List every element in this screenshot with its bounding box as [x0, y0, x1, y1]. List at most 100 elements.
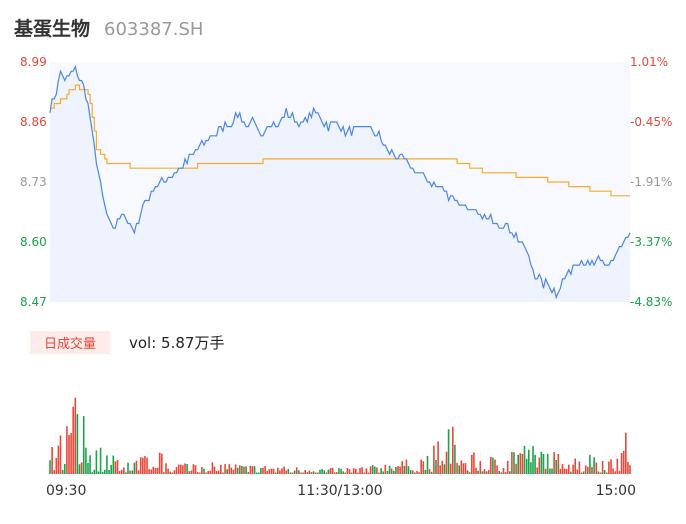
- volume-bar: [142, 457, 144, 474]
- volume-bar: [599, 472, 602, 474]
- volume-bar: [156, 467, 159, 474]
- volume-bar: [232, 469, 235, 474]
- volume-bar: [348, 469, 351, 474]
- volume-bar: [182, 465, 184, 474]
- volume-bar: [426, 455, 429, 474]
- volume-bar: [352, 468, 355, 474]
- price-tick-label: 8.99: [20, 55, 47, 69]
- volume-bar: [572, 464, 574, 474]
- volume-bar: [336, 472, 338, 474]
- volume-bar: [430, 471, 433, 474]
- volume-bar: [243, 466, 245, 474]
- volume-bar: [580, 472, 583, 474]
- volume-bar: [215, 471, 218, 474]
- volume-bar: [268, 469, 271, 474]
- volume-bar: [144, 456, 146, 474]
- volume-bar: [468, 472, 471, 474]
- volume-bar: [401, 461, 403, 474]
- stock-name: 基蛋生物: [14, 18, 91, 40]
- volume-bar: [308, 470, 311, 474]
- volume-bar: [57, 445, 60, 474]
- volume-bar: [287, 468, 290, 474]
- volume-bar: [154, 468, 157, 474]
- volume-bar: [245, 466, 247, 474]
- price-tick-label: 8.86: [20, 115, 47, 129]
- volume-bar: [99, 447, 102, 474]
- volume-bar: [222, 472, 224, 474]
- volume-bar: [365, 468, 368, 474]
- volume-bar: [603, 470, 606, 474]
- volume-bar: [521, 453, 524, 474]
- volume-bar: [563, 468, 566, 474]
- volume-bar: [477, 470, 479, 474]
- volume-bar: [188, 471, 190, 474]
- volume-bar: [393, 470, 395, 474]
- volume-bar: [169, 471, 171, 474]
- volume-readout: vol: 5.87万手: [129, 334, 225, 352]
- volume-bar: [114, 461, 117, 474]
- volume-bar: [517, 454, 519, 474]
- volume-bar: [502, 468, 505, 474]
- volume-bar: [260, 468, 262, 474]
- volume-bar: [203, 468, 205, 474]
- volume-bar: [504, 472, 507, 474]
- volume-bar: [224, 464, 226, 474]
- volume-bar: [137, 470, 140, 474]
- volume-bar: [584, 465, 587, 474]
- volume-tab[interactable]: 日成交量: [30, 331, 110, 354]
- volume-bar: [390, 468, 393, 474]
- volume-bar: [123, 467, 125, 474]
- volume-bar: [544, 468, 547, 474]
- average-price-line: [50, 84, 630, 197]
- volume-bar: [186, 464, 188, 474]
- price-tick-label: 8.60: [20, 235, 47, 249]
- volume-bar: [272, 468, 275, 474]
- volume-bar: [454, 444, 456, 474]
- volume-bar: [112, 455, 115, 474]
- volume-bar: [196, 471, 199, 474]
- volume-bar: [139, 457, 142, 474]
- volume-bar: [116, 460, 119, 474]
- volume-bar: [209, 470, 212, 474]
- volume-bar: [551, 468, 553, 474]
- volume-bar: [492, 457, 494, 474]
- volume-bar: [565, 468, 568, 474]
- volume-bar: [247, 471, 250, 474]
- volume-bar: [374, 466, 376, 474]
- volume-bar: [49, 460, 51, 474]
- volume-bar: [597, 471, 600, 474]
- volume-bar: [473, 452, 475, 474]
- volume-bar: [173, 470, 176, 474]
- volume-bar: [66, 426, 68, 474]
- volume-bar: [302, 472, 304, 474]
- volume-bar: [230, 467, 233, 474]
- volume-bar: [378, 472, 380, 474]
- volume-bar: [487, 469, 490, 474]
- volume-bar: [416, 470, 418, 474]
- volume-bar: [198, 472, 201, 474]
- volume-bar: [595, 462, 598, 474]
- volume-bar: [91, 472, 93, 474]
- volume-bar: [82, 416, 85, 474]
- time-tick-label: 15:00: [596, 483, 636, 499]
- volume-bar: [616, 458, 619, 474]
- volume-bar: [494, 459, 496, 474]
- volume-bar: [371, 465, 374, 474]
- volume-bar: [106, 455, 108, 474]
- volume-bar: [180, 464, 182, 474]
- volume-bar: [194, 465, 197, 474]
- volume-bar: [61, 470, 64, 474]
- volume-bar: [357, 472, 359, 474]
- volume-bar: [589, 454, 591, 474]
- volume-bar: [382, 471, 384, 474]
- volume-bar: [363, 472, 366, 474]
- volume-bar: [165, 463, 167, 474]
- volume-bar: [439, 465, 441, 474]
- volume-bar: [158, 452, 161, 474]
- volume-bar: [285, 470, 287, 474]
- volume-bar: [270, 468, 273, 474]
- volume-bar: [346, 468, 349, 474]
- volume-bar: [422, 461, 425, 474]
- volume-bar: [509, 471, 511, 474]
- volume-bar: [553, 452, 555, 474]
